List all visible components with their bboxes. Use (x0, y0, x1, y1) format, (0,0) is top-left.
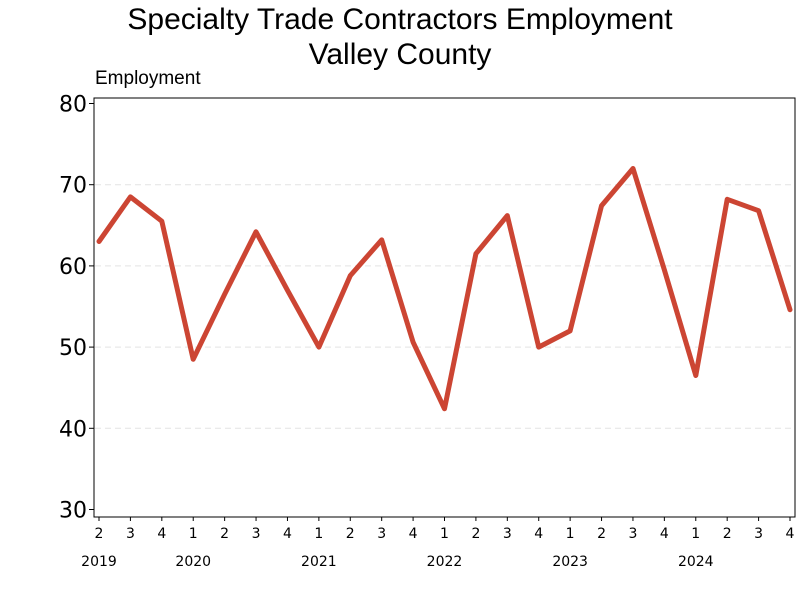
plot-frame (93, 97, 796, 518)
x-tick-label: 1 (189, 526, 198, 542)
y-tick-label-40: 40 (59, 417, 87, 442)
series-line-0 (96, 166, 793, 412)
x-tick-label: 2 (723, 526, 732, 542)
x-tick-label: 4 (786, 526, 795, 542)
y-tick-label-30: 30 (59, 499, 87, 524)
x-tick-label: 1 (314, 526, 323, 542)
x-tick-label: 2 (220, 526, 229, 542)
y-tick-label-70: 70 (59, 174, 87, 199)
x-tick-label: 3 (377, 526, 386, 542)
x-tick-label: 3 (628, 526, 637, 542)
x-year-label-2019: 2019 (81, 554, 117, 570)
x-year-label-2021: 2021 (301, 554, 337, 570)
x-tick-label: 3 (126, 526, 135, 542)
x-year-label-2022: 2022 (427, 554, 463, 570)
x-tick-label: 4 (534, 526, 543, 542)
chart-title-line-1: Specialty Trade Contractors Employment (127, 3, 673, 36)
x-tick-label: 4 (660, 526, 669, 542)
chart-title: Specialty Trade Contractors Employment V… (0, 2, 800, 72)
y-axis-label: Employment (95, 68, 201, 89)
y-tick-label-60: 60 (59, 255, 87, 280)
x-tick-label: 1 (566, 526, 575, 542)
x-tick-label: 4 (283, 526, 292, 542)
x-year-label-2023: 2023 (552, 554, 588, 570)
y-tick-label-80: 80 (59, 93, 87, 118)
x-tick-label: 2 (471, 526, 480, 542)
x-tick-label: 2 (597, 526, 606, 542)
x-tick-label: 4 (409, 526, 418, 542)
x-tick-label: 4 (157, 526, 166, 542)
x-year-label-2024: 2024 (678, 554, 714, 570)
x-tick-label: 2 (95, 526, 104, 542)
x-tick-label: 3 (754, 526, 763, 542)
x-tick-label: 3 (503, 526, 512, 542)
x-tick-label: 3 (252, 526, 261, 542)
x-tick-label: 1 (440, 526, 449, 542)
y-tick-label-50: 50 (59, 336, 87, 361)
x-tick-label: 2 (346, 526, 355, 542)
x-tick-label: 1 (691, 526, 700, 542)
x-year-label-2020: 2020 (175, 554, 211, 570)
chart-title-line-2: Valley County (308, 38, 492, 71)
